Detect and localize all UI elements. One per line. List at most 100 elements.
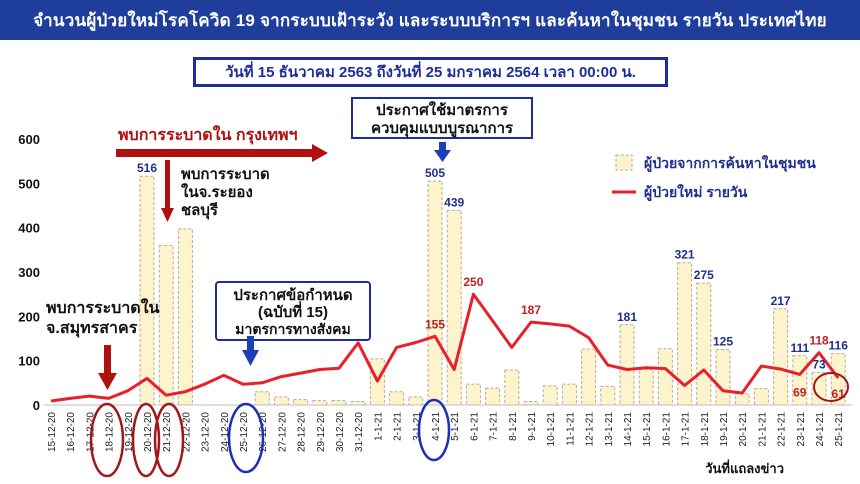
bar	[581, 348, 597, 406]
x-tick-label: 9-1-21	[527, 412, 538, 441]
line-value-label: 69	[793, 385, 807, 399]
x-tick-label: 22-12-20	[181, 412, 192, 452]
bar-value-label: 181	[617, 310, 637, 324]
bar	[638, 369, 654, 406]
rayong-arrow-head-icon	[161, 208, 174, 222]
x-tick-label: 8-1-21	[508, 412, 519, 441]
chart-title-bar: จำนวนผู้ป่วยใหม่โรคโควิด 19 จากระบบเฝ้าร…	[0, 0, 860, 40]
highlight-circle-25-1-21-value	[813, 372, 849, 402]
bar	[696, 282, 712, 406]
bangkok-arrow-head-icon	[312, 144, 328, 162]
bar-value-label: 73	[812, 358, 826, 372]
annotation-rayong: พบการระบาด ในจ.ระยอง ชลบุรี	[161, 160, 270, 222]
bar	[408, 396, 424, 406]
bar	[600, 385, 616, 406]
x-tick-label: 18-1-21	[700, 412, 711, 447]
x-tick-label: 19-12-20	[124, 412, 135, 452]
bar	[561, 383, 577, 406]
bar-value-label: 321	[675, 248, 695, 262]
bars-layer	[139, 175, 846, 406]
bar	[773, 308, 789, 406]
x-tick-label: 13-1-21	[604, 412, 615, 447]
bar-value-label: 505	[425, 166, 445, 180]
annotation-strict-line2: ควบคุมแบบบูรณาการ	[371, 120, 514, 138]
bar	[158, 244, 174, 406]
line-value-label: 118	[809, 334, 829, 348]
bar	[485, 387, 501, 406]
x-tick-label: 21-12-20	[162, 412, 173, 452]
x-tick-label: 11-1-21	[565, 412, 576, 446]
x-tick-label: 28-12-20	[297, 412, 308, 452]
date-range-box: วันที่ 15 ธันวาคม 2563 ถึงวันที่ 25 มกรา…	[193, 57, 668, 87]
x-tick-label: 24-1-21	[815, 412, 826, 447]
date-highlights	[89, 372, 849, 478]
line-layer	[50, 292, 840, 403]
bar	[523, 400, 539, 406]
line-value-label: 187	[521, 303, 541, 317]
bar	[542, 385, 558, 406]
decree-arrow-shaft	[247, 336, 254, 352]
y-tick-label: 500	[18, 176, 40, 191]
x-tick-label: 2-1-21	[393, 412, 404, 441]
x-tick-label: 19-1-21	[719, 412, 730, 447]
x-tick-label: 5-1-21	[450, 412, 461, 441]
samut-arrow-shaft	[104, 345, 111, 375]
decree-box	[215, 281, 371, 341]
bar	[331, 400, 347, 406]
highlight-circle-20-12-20	[131, 402, 161, 478]
x-tick-label: 23-12-20	[201, 412, 212, 452]
annotation-bangkok: พบการระบาดใน กรุงเทพฯ	[116, 125, 328, 162]
decree-arrow-head-icon	[242, 350, 259, 366]
x-tick-label: 1-1-21	[373, 412, 384, 441]
bar-value-label: 275	[694, 268, 714, 282]
x-axis-label: วันที่แถลงข่าว	[705, 459, 784, 476]
x-tick-label: 31-12-20	[354, 412, 365, 452]
bar	[504, 369, 520, 406]
x-tick-label: 27-12-20	[277, 412, 288, 452]
x-tick-label: 14-1-21	[623, 412, 634, 447]
bar	[293, 399, 309, 406]
y-tick-label: 200	[18, 309, 40, 324]
chart-title: จำนวนผู้ป่วยใหม่โรคโควิด 19 จากระบบเฝ้าร…	[33, 10, 827, 30]
legend-bar-label: ผู้ป่วยจากการค้นหาในชุมชน	[644, 154, 816, 172]
bar	[619, 324, 635, 406]
x-tick-label: 4-1-21	[431, 412, 442, 441]
x-tick-label: 10-1-21	[546, 412, 557, 447]
x-tick-label: 3-1-21	[412, 412, 423, 441]
annotation-decree-line3: มาตรการทางสังคม	[235, 321, 350, 337]
annotation-strict-line1: ประกาศใช้มาตรการ	[376, 101, 509, 119]
x-tick-label: 18-12-20	[105, 412, 116, 452]
bar	[312, 400, 328, 406]
annotation-samut-sakhon: พบการระบาดใน จ.สมุทรสาคร	[46, 298, 160, 390]
y-tick-label: 600	[18, 132, 40, 147]
bar	[465, 383, 481, 406]
bar-value-label: 439	[444, 195, 464, 209]
bar-value-label: 125	[713, 335, 733, 349]
bangkok-arrow-shaft	[116, 149, 312, 157]
daily-new-cases-line	[50, 292, 840, 403]
bar-value-label: 111	[790, 341, 809, 355]
x-tick-label: 17-1-21	[681, 412, 692, 447]
annotation-decree-line2: (ฉบับที่ 15)	[258, 301, 328, 321]
bar	[139, 175, 155, 406]
x-tick-label: 21-1-21	[757, 412, 768, 447]
highlight-circle-21-22-12-20	[153, 402, 185, 478]
legend: ผู้ป่วยจากการค้นหาในชุมชน ผู้ป่วยใหม่ รา…	[612, 154, 816, 201]
annotation-rayong-line3: ชลบุรี	[181, 202, 219, 220]
annotation-rayong-line1: พบการระบาด	[181, 166, 270, 183]
y-tick-label: 0	[33, 398, 40, 413]
line-value-label: 155	[425, 317, 445, 331]
x-tick-label: 12-1-21	[585, 412, 596, 447]
bar	[427, 180, 443, 406]
x-tick-label: 16-12-20	[66, 412, 77, 452]
annotation-bangkok-text: พบการระบาดใน กรุงเทพฯ	[118, 125, 298, 145]
y-tick-label: 400	[18, 221, 40, 236]
annotation-decree-line1: ประกาศข้อกำหนด	[233, 287, 352, 304]
x-tick-label: 29-12-20	[316, 412, 327, 452]
bar	[677, 262, 693, 406]
x-tick-label: 30-12-20	[335, 412, 346, 452]
x-tick-label: 24-12-20	[220, 412, 231, 452]
x-tick-label: 22-1-21	[777, 412, 788, 447]
x-tick-label: 23-1-21	[796, 412, 807, 447]
